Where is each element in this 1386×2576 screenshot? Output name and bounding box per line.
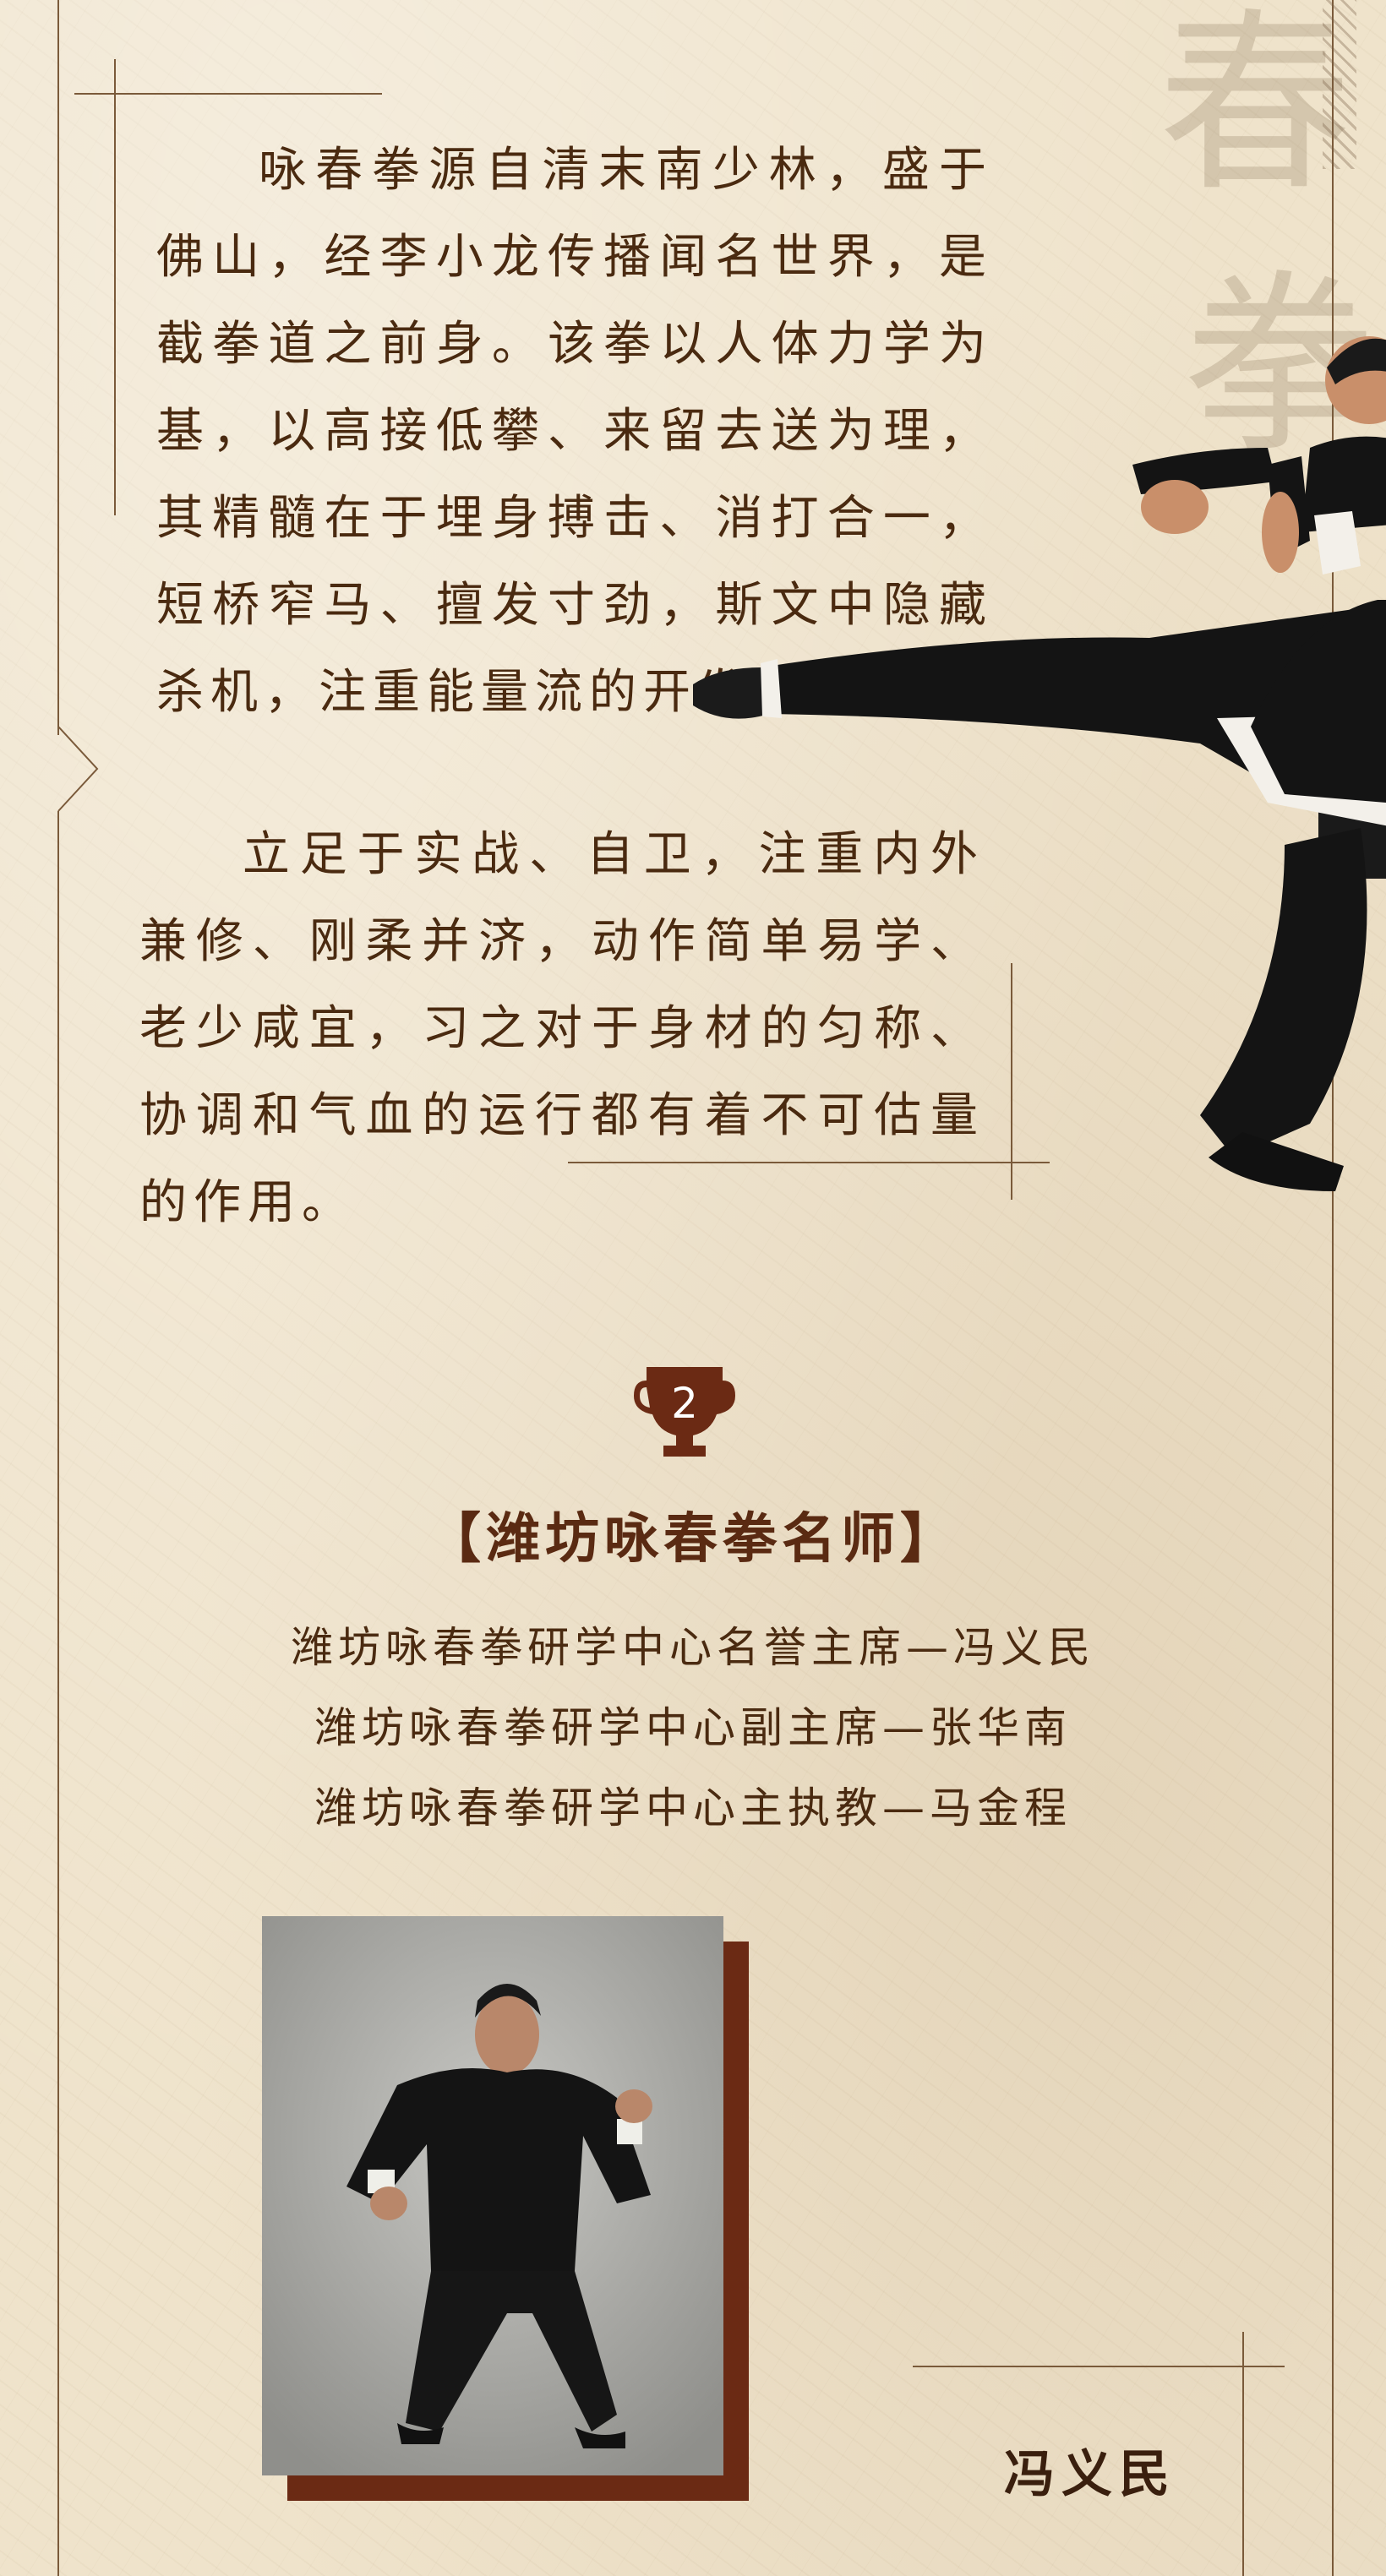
master-photo [262, 1916, 723, 2475]
trophy-icon: 2 [634, 1367, 735, 1457]
kicking-figure-image [693, 336, 1386, 1191]
corner-line-bottom-h [913, 2366, 1285, 2367]
corner-line-mid-v [1011, 963, 1012, 1200]
corner-line-top-v [114, 59, 116, 515]
corner-line-top-h [74, 93, 382, 95]
trophy-badge: 2 [630, 1357, 739, 1467]
frame-line-left [57, 0, 59, 735]
photo-caption: 冯义民 [1004, 2445, 1176, 2504]
frame-notch-left [57, 727, 99, 812]
frame-line-right [1332, 0, 1334, 2576]
role-line-1: 潍坊咏春拳研学中心名誉主席—冯义民 [291, 1623, 1095, 1672]
stripe-decoration [1323, 0, 1356, 169]
watermark-char-1: 春 [1158, 0, 1353, 218]
section-title: 【潍坊咏春拳名师】 [427, 1508, 959, 1571]
trophy-number: 2 [671, 1379, 698, 1428]
corner-line-bottom-v [1242, 2332, 1244, 2576]
corner-line-mid-h [568, 1162, 1050, 1163]
intro-paragraph-2: 立足于实战、自卫，注重内外兼修、刚柔并济，动作简单易学、老少咸宜，习之对于身材的… [139, 827, 985, 1230]
role-line-2: 潍坊咏春拳研学中心副主席—张华南 [314, 1703, 1072, 1752]
role-line-3: 潍坊咏春拳研学中心主执教—马金程 [314, 1784, 1072, 1833]
intro-paragraph-1: 咏春拳源自清末南少林，盛于佛山，经李小龙传播闻名世界，是截拳道之前身。该拳以人体… [156, 143, 993, 720]
frame-line-left-lower [57, 811, 59, 2576]
